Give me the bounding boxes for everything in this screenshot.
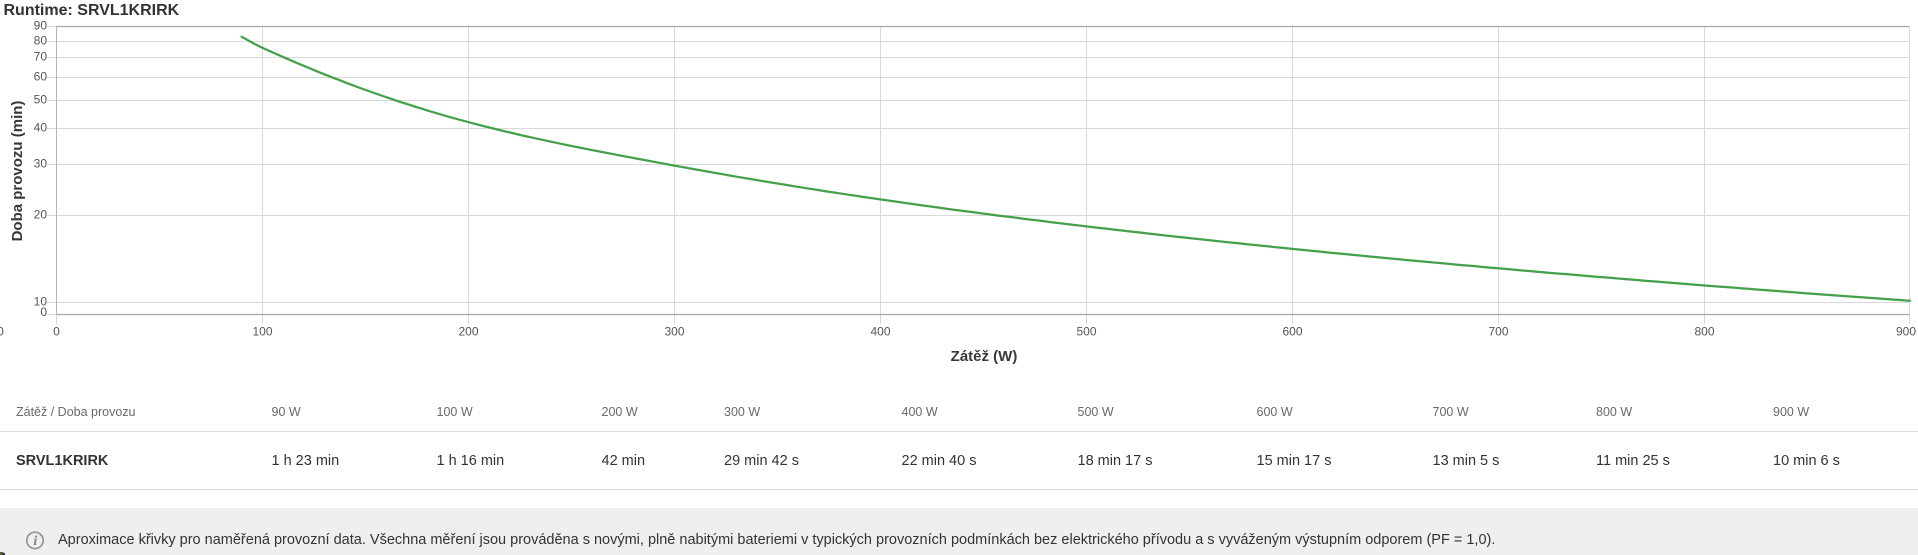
svg-text:400: 400	[870, 325, 890, 339]
svg-text:90: 90	[34, 19, 48, 33]
svg-text:70: 70	[34, 50, 48, 64]
svg-text:80: 80	[34, 34, 48, 48]
svg-text:200: 200	[458, 325, 478, 339]
svg-text:800: 800	[1694, 325, 1714, 339]
svg-text:700: 700	[1488, 325, 1508, 339]
svg-text:900: 900	[1896, 325, 1916, 339]
svg-text:0: 0	[40, 305, 47, 319]
svg-text:300: 300	[664, 325, 684, 339]
svg-text:Zátěž (W): Zátěž (W)	[951, 348, 1018, 365]
svg-text:40: 40	[34, 121, 48, 135]
svg-text:20: 20	[34, 208, 48, 222]
svg-text:10: 10	[34, 295, 48, 309]
svg-text:30: 30	[34, 157, 48, 171]
svg-text:0: 0	[0, 325, 4, 339]
svg-text:i: i	[34, 533, 38, 548]
svg-text:500: 500	[1076, 325, 1096, 339]
svg-text:0: 0	[53, 325, 60, 339]
svg-text:50: 50	[34, 93, 48, 107]
svg-text:60: 60	[34, 70, 48, 84]
svg-text:100: 100	[252, 325, 272, 339]
svg-text:600: 600	[1282, 325, 1302, 339]
svg-text:Doba provozu (min): Doba provozu (min)	[9, 101, 26, 242]
